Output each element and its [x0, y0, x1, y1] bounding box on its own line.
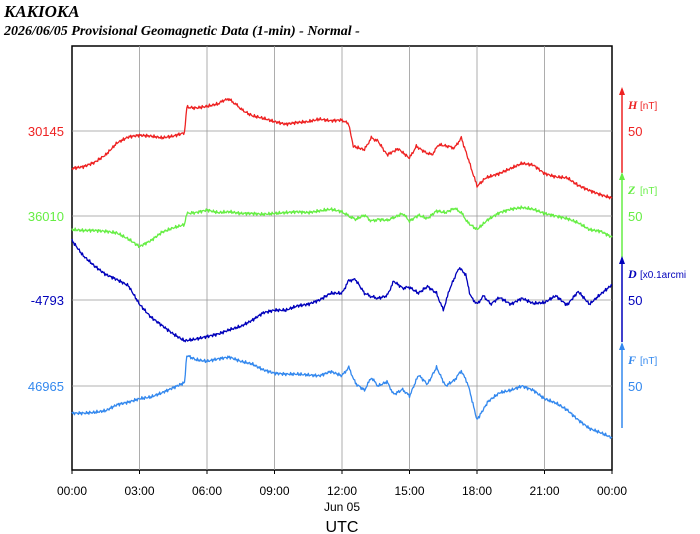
series-unit-f: [nT]: [640, 356, 657, 367]
x-axis-label: UTC: [326, 519, 359, 534]
series-name-h: H: [627, 98, 638, 112]
series-name-z: Z: [627, 183, 636, 197]
scale-label-d: 50: [628, 293, 642, 308]
series-line-h: [71, 97, 613, 200]
scale-arrowhead-z: [619, 172, 625, 180]
x-tick-label: 18:00: [462, 484, 492, 498]
x-tick-label: 15:00: [394, 484, 424, 498]
x-tick-label: 21:00: [529, 484, 559, 498]
station-title: KAKIOKA: [4, 2, 80, 21]
series-unit-h: [nT]: [640, 101, 657, 112]
series-unit-d: [x0.1arcmi: [640, 270, 686, 281]
scale-label-z: 50: [628, 209, 642, 224]
x-tick-label: 00:00: [597, 484, 627, 498]
chart-subtitle: 2026/06/05 Provisional Geomagnetic Data …: [4, 24, 360, 39]
x-tick-label: 00:00: [57, 484, 87, 498]
x-tick-label: 06:00: [192, 484, 222, 498]
baseline-label-z: 36010: [28, 209, 64, 224]
scale-label-f: 50: [628, 379, 642, 394]
series-line-f: [71, 354, 613, 439]
baseline-label-d: -4793: [31, 293, 64, 308]
scale-arrowhead-h: [619, 87, 625, 95]
series-line-z: [71, 205, 613, 249]
series-unit-z: [nT]: [640, 186, 657, 197]
scale-label-h: 50: [628, 124, 642, 139]
x-tick-label: 12:00: [327, 484, 357, 498]
baseline-label-h: 30145: [28, 124, 64, 139]
scale-arrowhead-d: [619, 256, 625, 264]
series-name-f: F: [627, 353, 636, 367]
date-label: Jun 05: [324, 500, 360, 514]
x-tick-label: 09:00: [259, 484, 289, 498]
series-name-d: D: [627, 267, 637, 281]
scale-arrowhead-f: [619, 342, 625, 350]
x-tick-label: 03:00: [124, 484, 154, 498]
series-line-d: [71, 238, 612, 343]
baseline-label-f: 46965: [28, 379, 64, 394]
